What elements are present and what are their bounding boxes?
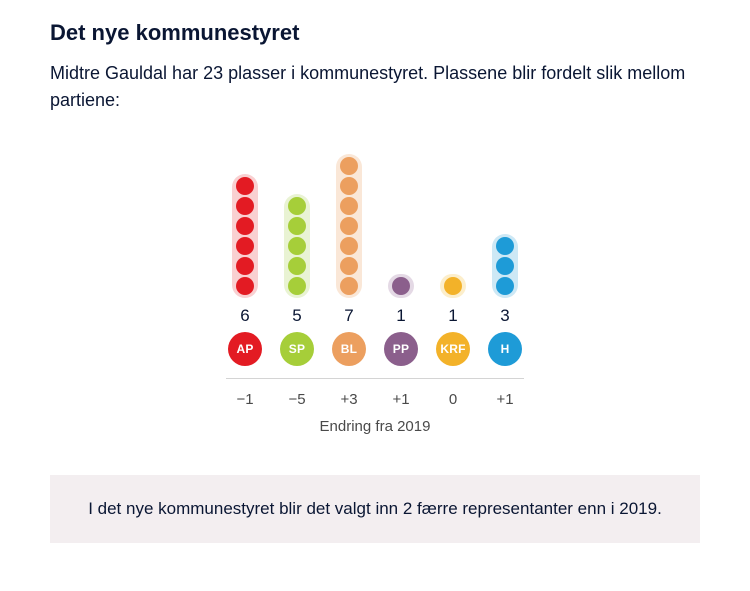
chart-divider [226, 378, 524, 379]
party-column: 3H [486, 154, 524, 366]
seat-dot [288, 217, 306, 235]
seat-dot [340, 277, 358, 295]
seat-count: 5 [292, 306, 301, 326]
seat-dot [288, 257, 306, 275]
seat-change: −1 [226, 391, 264, 408]
seat-dot [340, 157, 358, 175]
seat-bar [492, 234, 518, 298]
seat-count: 3 [500, 306, 509, 326]
seat-change: +1 [486, 391, 524, 408]
seat-count: 7 [344, 306, 353, 326]
party-badge: BL [332, 332, 366, 366]
seat-chart: 6AP5SP7BL1PP1KRF3H −1−5+3+10+1 Endring f… [226, 154, 524, 435]
seat-bar [336, 154, 362, 298]
seat-dot [236, 197, 254, 215]
seat-dot [496, 237, 514, 255]
seat-bar [232, 174, 258, 298]
seat-bar [388, 274, 414, 298]
page-subtitle: Midtre Gauldal har 23 plasser i kommunes… [50, 60, 700, 114]
change-label: Endring fra 2019 [320, 418, 431, 435]
chart-columns: 6AP5SP7BL1PP1KRF3H [226, 154, 524, 366]
page-title: Det nye kommunestyret [50, 20, 700, 46]
party-column: 1 KRF [434, 154, 472, 366]
seat-change: +1 [382, 391, 420, 408]
party-column: 5 SP [278, 154, 316, 366]
seat-change: −5 [278, 391, 316, 408]
seat-dot [340, 237, 358, 255]
seat-dot [340, 197, 358, 215]
seat-count: 1 [396, 306, 405, 326]
party-badge: KRF [436, 332, 470, 366]
seat-dot [444, 277, 462, 295]
party-column: 7 BL [330, 154, 368, 366]
party-badge: PP [384, 332, 418, 366]
seat-dot [236, 237, 254, 255]
seat-dot [392, 277, 410, 295]
seat-dot [340, 257, 358, 275]
seat-bar [284, 194, 310, 298]
seat-dot [236, 177, 254, 195]
seat-dot [288, 197, 306, 215]
seat-dot [288, 277, 306, 295]
seat-dot [340, 217, 358, 235]
seat-count: 1 [448, 306, 457, 326]
seat-dot [236, 217, 254, 235]
seat-count: 6 [240, 306, 249, 326]
seat-dot [288, 237, 306, 255]
party-badge: SP [280, 332, 314, 366]
seat-dot [496, 277, 514, 295]
party-column: 6 AP [226, 154, 264, 366]
seat-dot [496, 257, 514, 275]
seat-dot [236, 257, 254, 275]
party-badge: H [488, 332, 522, 366]
seat-dot [340, 177, 358, 195]
chart-container: 6AP5SP7BL1PP1KRF3H −1−5+3+10+1 Endring f… [50, 154, 700, 435]
party-column: 1 PP [382, 154, 420, 366]
party-badge: AP [228, 332, 262, 366]
seat-change: +3 [330, 391, 368, 408]
seat-bar [440, 274, 466, 298]
seat-change: 0 [434, 391, 472, 408]
summary-note: I det nye kommunestyret blir det valgt i… [50, 475, 700, 543]
chart-change-row: −1 −5 +3 +1 0 +1 [226, 391, 524, 408]
seat-dot [236, 277, 254, 295]
